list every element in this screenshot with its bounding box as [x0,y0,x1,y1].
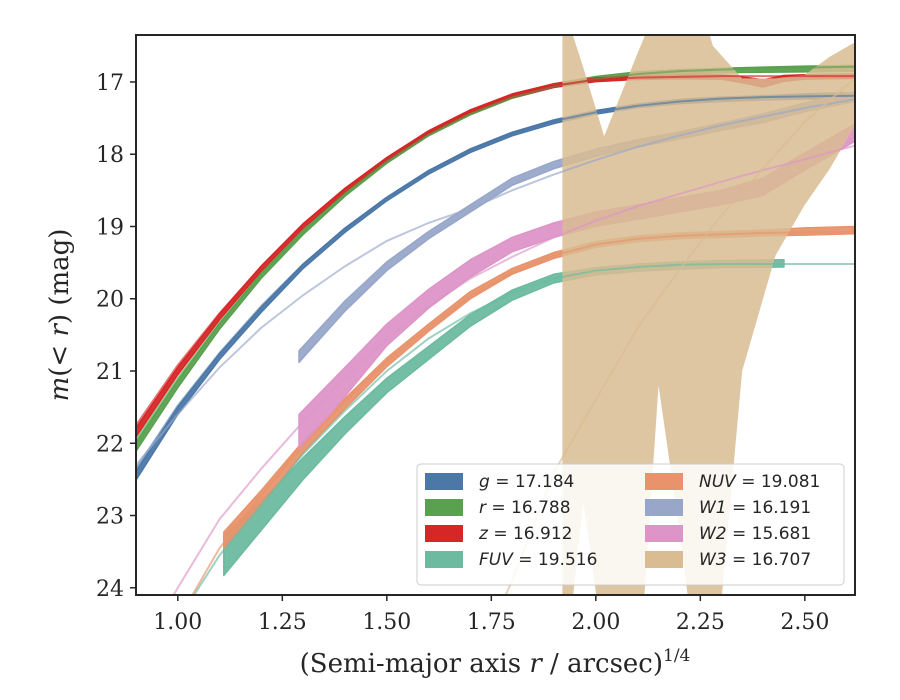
x-tick-label: 1.50 [362,610,411,635]
legend-label-g: g = 17.184 [479,472,574,492]
x-tick-label: 2.50 [780,610,829,635]
y-tick-label: 23 [96,505,124,530]
y-tick-label: 24 [96,577,124,602]
model-line-nuv [191,230,855,595]
y-tick-label: 21 [96,360,124,385]
plot-area [136,35,855,595]
legend-swatch-w1 [645,499,683,516]
model-line-fuv [192,263,855,595]
legend-label-w3: W3 = 16.707 [699,550,811,570]
legend-swatch-z [425,525,463,542]
y-tick-label: 20 [96,288,124,313]
x-tick-label: 2.25 [676,610,725,635]
legend-label-w1: W1 = 16.191 [699,498,811,518]
legend-label-r: r = 16.788 [479,498,571,518]
model-line-z [136,75,855,426]
legend: g = 17.184 r = 16.788 z = 16.912 FUV = 19.5… [416,463,845,586]
band-nuv [223,225,855,551]
plot-frame [135,34,856,596]
legend-swatch-g [425,473,463,490]
x-tick-label: 1.75 [467,610,516,635]
model-line-w2 [172,144,855,595]
y-tick-label: 22 [96,432,124,457]
legend-swatch-fuv [425,551,463,568]
legend-swatch-w2 [645,525,683,542]
band-fuv [223,258,785,577]
legend-label-nuv: NUV = 19.081 [699,472,820,492]
x-tick-label: 2.00 [571,610,620,635]
legend-swatch-r [425,499,463,516]
x-axis: 1.00 1.25 1.50 1.75 2.00 2.25 2.50 [153,595,829,635]
x-axis-label: (Semi-major axis r / arcsec)1/4 [300,646,691,679]
band-w3 [562,35,855,595]
legend-label-z: z = 16.912 [478,524,572,544]
y-axis: 17 18 19 20 21 22 23 24 [96,71,136,602]
y-axis-label: m(< r) (mag) [45,229,75,402]
legend-label-fuv: FUV = 19.516 [479,550,597,570]
legend-label-w2: W2 = 15.681 [699,524,811,544]
x-tick-label: 1.00 [153,610,202,635]
model-line-g [136,94,855,470]
y-tick-label: 18 [96,143,124,168]
y-tick-label: 19 [96,215,124,240]
legend-swatch-w3 [645,551,683,568]
x-tick-label: 1.25 [258,610,307,635]
model-line-w1 [136,98,855,466]
y-tick-label: 17 [96,71,124,96]
legend-swatch-nuv [645,473,683,490]
legend-box [416,463,845,586]
model-line-r [136,65,855,441]
band-w1 [298,90,855,364]
